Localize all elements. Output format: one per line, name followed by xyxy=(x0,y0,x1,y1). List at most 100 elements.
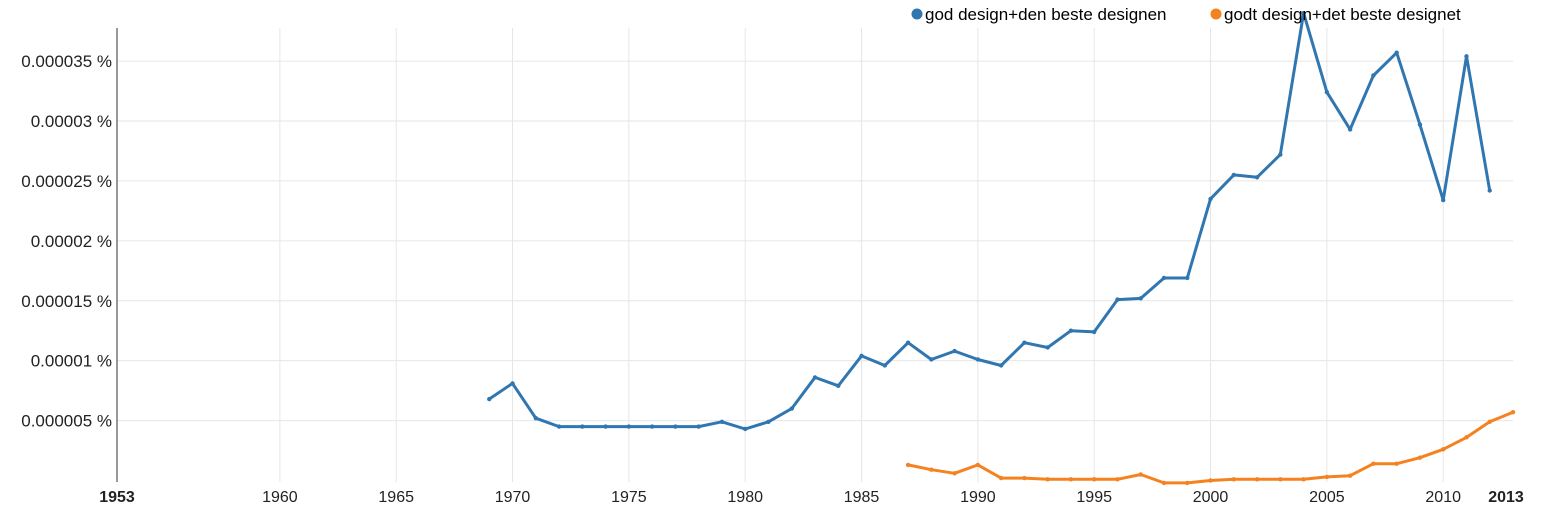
data-point[interactable] xyxy=(556,424,562,429)
data-point[interactable] xyxy=(533,415,538,421)
data-point[interactable] xyxy=(1092,329,1097,335)
x-tick-label: 1970 xyxy=(495,489,531,506)
data-point[interactable] xyxy=(1022,475,1027,481)
data-point[interactable] xyxy=(1115,477,1120,482)
data-point[interactable] xyxy=(1324,90,1330,95)
data-point[interactable] xyxy=(766,419,771,424)
data-point[interactable] xyxy=(1510,409,1516,415)
x-tick-label: 1960 xyxy=(262,489,298,506)
x-tick-label: 1975 xyxy=(611,489,647,506)
data-point[interactable] xyxy=(1161,480,1167,486)
data-point[interactable] xyxy=(1278,477,1283,482)
data-point[interactable] xyxy=(487,396,492,402)
data-point[interactable] xyxy=(1231,477,1237,482)
data-point[interactable] xyxy=(859,353,864,359)
x-tick-label: 2000 xyxy=(1193,489,1229,506)
data-point[interactable] xyxy=(1045,345,1050,350)
data-point[interactable] xyxy=(1208,196,1213,202)
grid-lines xyxy=(117,28,1513,482)
legend-label-0[interactable]: god design+den beste designen xyxy=(925,5,1167,24)
data-point[interactable] xyxy=(789,406,794,411)
data-point[interactable] xyxy=(998,363,1004,368)
data-point[interactable] xyxy=(1068,328,1074,333)
data-point[interactable] xyxy=(882,363,887,368)
data-point[interactable] xyxy=(696,424,701,429)
data-point[interactable] xyxy=(1347,127,1353,132)
x-tick-label: 1980 xyxy=(727,489,763,506)
x-tick-label: 1995 xyxy=(1076,489,1112,506)
data-point[interactable] xyxy=(836,383,841,389)
data-point[interactable] xyxy=(1371,461,1376,466)
y-axis-tick-labels: 0.000005 % 0.00001 % 0.000015 % 0.00002 % 0.… xyxy=(21,52,112,431)
data-point[interactable] xyxy=(1185,480,1190,486)
data-point[interactable] xyxy=(649,424,655,429)
x-tick-label: 1965 xyxy=(378,489,414,506)
data-point[interactable] xyxy=(1301,477,1306,482)
legend-label-1[interactable]: godt design+det beste designet xyxy=(1224,5,1461,24)
data-point[interactable] xyxy=(580,424,585,429)
x-tick-label: 2005 xyxy=(1309,489,1345,506)
y-tick-label: 0.00002 % xyxy=(31,232,112,251)
data-point[interactable] xyxy=(603,424,608,429)
data-point[interactable] xyxy=(998,475,1004,481)
data-point[interactable] xyxy=(1045,477,1050,482)
data-point[interactable] xyxy=(1464,54,1469,59)
y-tick-label: 0.000015 % xyxy=(21,292,112,311)
data-point[interactable] xyxy=(1464,435,1469,440)
data-point[interactable] xyxy=(929,357,934,362)
data-point[interactable] xyxy=(1371,73,1376,78)
x-tick-label: 2010 xyxy=(1425,489,1461,506)
data-point[interactable] xyxy=(1092,477,1097,482)
data-point[interactable] xyxy=(1487,419,1492,424)
data-point[interactable] xyxy=(1324,474,1330,480)
data-point[interactable] xyxy=(905,340,911,345)
data-point[interactable] xyxy=(975,357,981,362)
data-point[interactable] xyxy=(1254,477,1260,482)
legend-dot-1 xyxy=(1210,8,1222,20)
data-point[interactable] xyxy=(975,462,981,468)
data-point[interactable] xyxy=(1441,197,1446,203)
data-point[interactable] xyxy=(905,462,911,468)
y-tick-label: 0.000005 % xyxy=(21,412,112,431)
data-point[interactable] xyxy=(1301,10,1306,16)
data-point[interactable] xyxy=(1487,188,1492,193)
y-tick-label: 0.000025 % xyxy=(21,172,112,191)
legend-dot-0 xyxy=(911,8,923,20)
series-line-0[interactable] xyxy=(487,11,1492,431)
data-point[interactable] xyxy=(929,467,934,472)
data-point[interactable] xyxy=(1138,472,1143,477)
data-point[interactable] xyxy=(1347,473,1353,478)
data-point[interactable] xyxy=(510,381,515,386)
data-point[interactable] xyxy=(812,375,818,380)
data-point[interactable] xyxy=(1022,340,1027,345)
data-point[interactable] xyxy=(673,424,678,429)
data-point[interactable] xyxy=(1394,50,1399,55)
legend[interactable]: god design+den beste designen godt design… xyxy=(911,5,1462,24)
data-point[interactable] xyxy=(626,424,632,429)
data-point[interactable] xyxy=(1138,296,1143,301)
data-point[interactable] xyxy=(719,419,725,424)
data-point[interactable] xyxy=(1068,477,1074,482)
data-point[interactable] xyxy=(1394,461,1399,466)
data-point[interactable] xyxy=(952,471,957,476)
data-point[interactable] xyxy=(1417,455,1423,460)
data-point[interactable] xyxy=(1208,478,1213,483)
data-point[interactable] xyxy=(1254,175,1260,180)
data-point[interactable] xyxy=(1161,275,1167,281)
series-lines xyxy=(487,10,1516,486)
data-point[interactable] xyxy=(1278,152,1283,157)
y-tick-label: 0.00003 % xyxy=(31,112,112,131)
x-tick-label: 1953 xyxy=(99,489,135,506)
y-tick-label: 0.000035 % xyxy=(21,52,112,71)
data-point[interactable] xyxy=(743,426,748,432)
data-point[interactable] xyxy=(1417,122,1423,127)
data-point[interactable] xyxy=(1441,447,1446,452)
x-axis-tick-labels: 1953 1960 1965 1970 1975 1980 1985 1990 1995 2000… xyxy=(99,489,1524,506)
data-point[interactable] xyxy=(952,348,957,354)
x-tick-label: 1985 xyxy=(844,489,880,506)
data-point[interactable] xyxy=(1185,275,1190,281)
data-point[interactable] xyxy=(1115,297,1120,302)
y-tick-label: 0.00001 % xyxy=(31,352,112,371)
data-point[interactable] xyxy=(1231,172,1237,178)
